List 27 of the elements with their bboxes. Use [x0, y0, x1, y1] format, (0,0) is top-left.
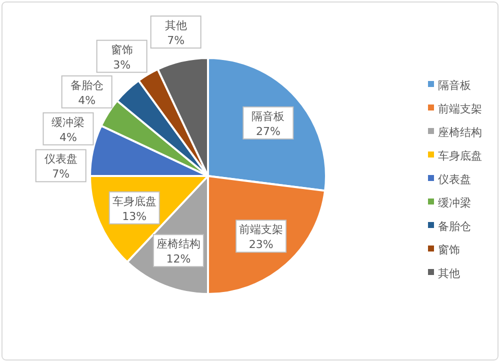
data-label: 4%: [60, 130, 77, 144]
slice-label: 前端支架: [239, 223, 284, 236]
data-label: 12%: [166, 252, 191, 266]
legend-label: 其他: [438, 267, 460, 280]
legend-label: 备胎仓: [438, 220, 471, 233]
data-label: 7%: [167, 34, 185, 48]
slice-label: 座椅结构: [156, 238, 200, 251]
legend-label: 隔音板: [438, 79, 471, 92]
slice-label: 其他: [164, 19, 187, 32]
legend-label: 座椅结构: [438, 126, 482, 139]
legend-label: 窗饰: [438, 244, 460, 256]
data-label: 23%: [248, 238, 274, 252]
slice-label: 车身底盘: [112, 194, 156, 208]
slice-label: 缓冲梁: [52, 116, 85, 129]
data-label: 13%: [122, 210, 147, 223]
slice-label: 仪表盘: [44, 152, 78, 166]
legend-label: 缓冲梁: [438, 196, 471, 210]
data-label: 3%: [113, 58, 131, 72]
legend-label: 车身底盘: [438, 150, 482, 162]
data-label: 27%: [256, 124, 280, 138]
legend-label: 仪表盘: [438, 173, 471, 186]
slice-label: 备胎仓: [70, 78, 104, 92]
data-label: 4%: [78, 94, 96, 107]
data-label: 7%: [52, 168, 70, 181]
slice-label: 窗饰: [110, 43, 133, 56]
slice-label: 隔音板: [252, 110, 285, 123]
legend-label: 前端支架: [438, 102, 482, 116]
